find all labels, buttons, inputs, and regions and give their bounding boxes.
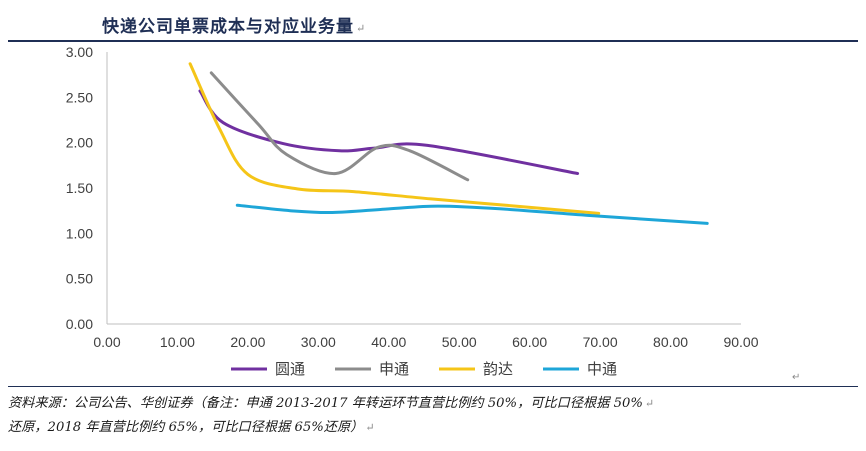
y-tick-label: 0.00 — [66, 316, 93, 332]
y-tick-label: 3.00 — [66, 44, 93, 60]
legend-label-1: 圆通 — [275, 360, 305, 378]
chart-title: 快递公司单票成本与对应业务量 ↵ — [102, 12, 366, 37]
paragraph-mark-icon: ↵ — [356, 22, 367, 35]
y-tick-label: 2.00 — [66, 135, 93, 151]
x-tick-label: 40.00 — [371, 334, 406, 350]
x-tick-label: 10.00 — [160, 334, 195, 350]
title-divider — [8, 40, 858, 42]
y-tick-label: 1.50 — [66, 180, 93, 196]
x-tick-label: 20.00 — [230, 334, 265, 350]
line-chart: 0.00 0.50 1.00 1.50 2.00 2.50 3.00 0.00 10.00 20.… — [66, 44, 759, 378]
series-line-3 — [188, 62, 601, 215]
x-tick-label: 0.00 — [93, 334, 120, 350]
series-line-4 — [235, 203, 709, 225]
x-tick-label: 30.00 — [301, 334, 336, 350]
paragraph-mark-icon: ↵ — [365, 421, 375, 434]
series-line-2 — [209, 71, 470, 182]
x-tick-label: 90.00 — [723, 334, 758, 350]
paragraph-mark-icon: ↵ — [792, 372, 801, 383]
x-tick-label: 50.00 — [442, 334, 477, 350]
legend-label-3: 韵达 — [483, 360, 513, 378]
source-note: 资料来源：公司公告、华创证券（备注：申通 2013-2017 年转运环节直营比例… — [8, 392, 858, 440]
source-note-line2: 还原，2018 年直营比例约 65%，可比口径根据 65%还原） — [8, 420, 364, 435]
y-tick-label: 1.00 — [66, 225, 93, 241]
y-tick-label: 2.50 — [66, 89, 93, 105]
legend-label-2: 申通 — [379, 360, 409, 378]
chart-title-text: 快递公司单票成本与对应业务量 — [102, 17, 354, 37]
x-tick-label: 70.00 — [583, 334, 618, 350]
legend-label-4: 中通 — [587, 360, 617, 378]
paragraph-mark-icon: ↵ — [644, 397, 655, 410]
source-note-line1: 资料来源：公司公告、华创证券（备注：申通 2013-2017 年转运环节直营比例… — [8, 396, 643, 411]
x-tick-label: 80.00 — [653, 334, 688, 350]
note-divider — [8, 386, 858, 387]
series-line-1 — [198, 89, 580, 175]
x-tick-label: 60.00 — [512, 334, 547, 350]
y-tick-label: 0.50 — [66, 271, 93, 287]
